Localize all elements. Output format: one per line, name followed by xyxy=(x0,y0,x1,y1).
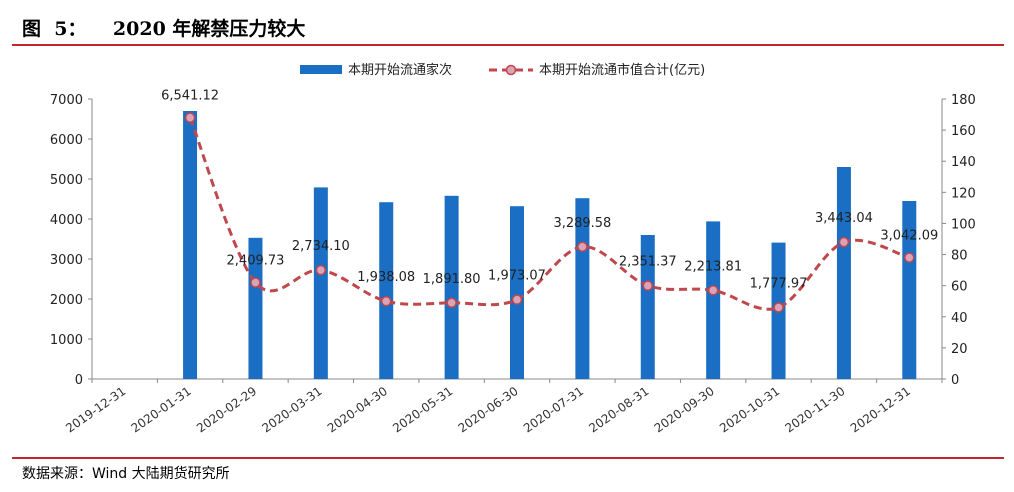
right-tick-label: 20 xyxy=(951,342,968,357)
left-tick-label: 5000 xyxy=(50,173,83,188)
line-point xyxy=(904,252,915,263)
x-tick-label: 2020-12-31 xyxy=(848,384,913,435)
line-data-label: 1,777.97 xyxy=(750,276,808,291)
right-tick-label: 160 xyxy=(951,124,976,139)
x-tick-label: 2020-06-30 xyxy=(456,384,521,435)
legend-line-label: 本期开始流通市值合计(亿元) xyxy=(539,62,705,78)
line-data-label: 2,351.37 xyxy=(619,255,677,270)
left-tick-label: 1000 xyxy=(50,333,83,348)
x-tick-label: 2020-01-31 xyxy=(129,384,194,435)
bar xyxy=(183,111,198,379)
line-point xyxy=(184,112,196,123)
right-tick-label: 140 xyxy=(951,155,976,170)
right-tick-label: 0 xyxy=(951,373,959,388)
x-tick-label: 2020-08-31 xyxy=(586,384,651,435)
line-point xyxy=(250,277,261,288)
line-point xyxy=(577,241,588,253)
legend-line-marker xyxy=(505,64,517,76)
line-data-label: 6,541.12 xyxy=(161,89,219,104)
x-tick-label: 2020-02-29 xyxy=(194,384,259,435)
line-data-label: 3,289.58 xyxy=(553,216,611,231)
right-tick-label: 180 xyxy=(951,93,976,108)
line-data-label: 3,443.04 xyxy=(815,211,873,226)
title-rule xyxy=(12,44,1004,46)
x-tick-label: 2020-07-31 xyxy=(521,384,586,435)
x-tick-label: 2020-10-31 xyxy=(717,384,782,435)
bar xyxy=(444,195,459,379)
line-data-label: 1,938.08 xyxy=(357,270,415,285)
line-point xyxy=(773,302,784,313)
line-point xyxy=(315,264,327,276)
right-tick-label: 40 xyxy=(951,311,968,326)
left-tick-label: 4000 xyxy=(50,213,83,228)
line-point xyxy=(707,285,719,296)
right-tick-label: 100 xyxy=(951,217,976,232)
bar xyxy=(248,237,263,379)
x-tick-label: 2020-05-31 xyxy=(390,384,455,435)
right-tick-label: 80 xyxy=(951,249,968,264)
left-tick-label: 3000 xyxy=(50,253,83,268)
bar xyxy=(836,167,851,379)
line-point xyxy=(380,295,392,307)
right-tick-label: 60 xyxy=(951,280,968,295)
right-tick-label: 120 xyxy=(951,186,976,201)
line-data-label: 2,213.81 xyxy=(684,259,742,274)
line-point xyxy=(642,280,654,291)
x-tick-label: 2020-04-30 xyxy=(325,384,390,435)
line-point xyxy=(838,236,850,248)
line-data-label: 1,973.07 xyxy=(488,269,546,284)
bar xyxy=(902,201,917,379)
bar xyxy=(510,206,524,379)
footer-rule xyxy=(12,457,1004,459)
legend-bar-label: 本期开始流通家次 xyxy=(348,62,452,78)
left-tick-label: 2000 xyxy=(50,293,83,308)
line-series-path xyxy=(188,117,910,311)
line-data-label: 3,042.09 xyxy=(880,229,938,244)
x-tick-label: 2019-12-31 xyxy=(63,384,128,435)
bar xyxy=(313,187,328,379)
x-tick-label: 2020-09-30 xyxy=(652,384,717,435)
left-tick-label: 6000 xyxy=(50,133,83,148)
line-point xyxy=(446,297,457,309)
bar xyxy=(706,221,721,379)
x-tick-label: 2020-11-30 xyxy=(782,384,847,435)
bar xyxy=(379,202,394,379)
figure-title: 图 5： 2020 年解禁压力较大 xyxy=(22,18,306,40)
legend-bar-swatch xyxy=(300,65,342,74)
bar xyxy=(640,235,655,379)
source-note: 数据来源：Wind 大陆期货研究所 xyxy=(22,466,230,482)
line-data-label: 2,734.10 xyxy=(292,239,350,254)
left-tick-label: 7000 xyxy=(50,93,83,108)
line-data-label: 1,891.80 xyxy=(423,272,481,287)
left-tick-label: 0 xyxy=(75,373,83,388)
line-point xyxy=(511,294,523,305)
x-tick-label: 2020-03-31 xyxy=(259,384,324,435)
line-data-label: 2,409.73 xyxy=(227,254,285,269)
chart-canvas: 0 1000 2000 3000 4000 5000 6000 7000 0 20 40 60 80 10… xyxy=(50,62,976,435)
